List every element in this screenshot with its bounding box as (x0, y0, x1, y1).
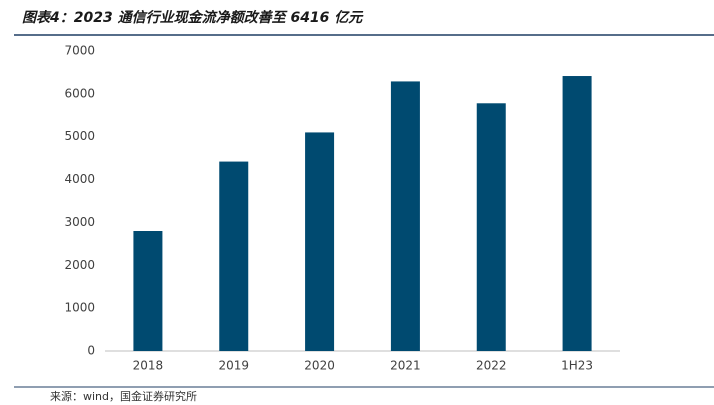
y-tick-label: 5000 (64, 129, 95, 143)
bar (390, 81, 420, 351)
y-tick-label: 2000 (64, 258, 95, 272)
y-tick-label: 7000 (64, 44, 95, 58)
x-tick-label: 2019 (218, 359, 249, 373)
y-tick-label: 6000 (64, 86, 95, 100)
y-tick-label: 0 (87, 344, 95, 358)
y-tick-label: 3000 (64, 215, 95, 229)
x-tick-label: 2018 (133, 359, 164, 373)
source-note: 来源：wind，国金证券研究所 (50, 389, 197, 403)
bar (133, 231, 163, 351)
y-tick-label: 4000 (64, 172, 95, 186)
chart-title: 图表4：2023 通信行业现金流净额改善至 6416 亿元 (22, 9, 364, 26)
y-tick-label: 1000 (64, 301, 95, 315)
bar (476, 103, 506, 352)
x-tick-label: 2020 (304, 359, 335, 373)
bar (562, 76, 592, 352)
bar (305, 132, 335, 351)
x-tick-label: 2021 (390, 359, 421, 373)
bar (219, 161, 249, 351)
x-tick-label: 1H23 (561, 359, 593, 373)
x-tick-label: 2022 (476, 359, 507, 373)
